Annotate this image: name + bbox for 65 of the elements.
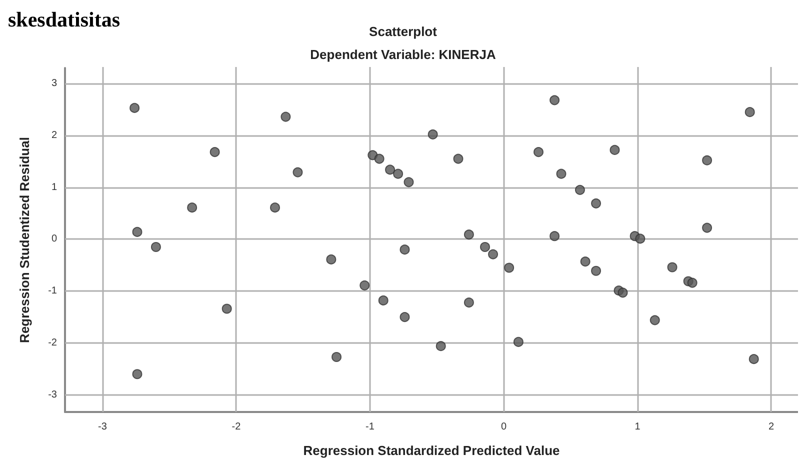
point [150, 242, 161, 252]
y-tick-label: 2 [51, 130, 58, 141]
point [702, 155, 712, 166]
point [610, 144, 620, 155]
point [222, 304, 232, 314]
point [385, 164, 396, 175]
point [132, 226, 142, 237]
x-tick-label: -2 [232, 422, 242, 432]
point [464, 230, 474, 240]
x-tick-label: 2 [768, 422, 774, 432]
point [550, 231, 560, 242]
point [270, 202, 280, 213]
y-tick-label: 3 [51, 78, 58, 90]
point [393, 168, 404, 179]
point [556, 168, 566, 179]
point [504, 262, 514, 273]
y-tick-label: 1 [51, 182, 58, 193]
point [374, 154, 384, 164]
point [513, 336, 524, 347]
point [702, 222, 712, 233]
chart-title: Scatterplot [369, 24, 438, 39]
x-tick-label: -3 [98, 422, 108, 432]
point [550, 95, 560, 106]
point [618, 288, 628, 298]
point [378, 295, 388, 306]
point [534, 147, 544, 158]
point [687, 278, 698, 288]
x-tick-label: 0 [500, 422, 507, 432]
point [400, 244, 410, 255]
point [326, 254, 336, 264]
y-tick-label: 0 [51, 234, 58, 245]
y-tick-label: -3 [48, 389, 58, 400]
x-tick-label: -1 [366, 422, 375, 432]
y-axis-title: Regression Studentized Residual [17, 137, 32, 343]
point [428, 129, 438, 140]
point [280, 112, 291, 122]
text: skesdatisitas [8, 8, 120, 32]
point [667, 262, 678, 272]
point [591, 266, 602, 276]
y-tick-label: -2 [48, 337, 58, 348]
point [360, 280, 370, 290]
point [464, 298, 474, 308]
point [400, 312, 410, 322]
point [210, 147, 220, 158]
point [132, 369, 142, 380]
point [748, 354, 759, 364]
point [580, 256, 590, 267]
point [453, 154, 464, 164]
point [130, 102, 140, 113]
x-axis-title: Regression Standardized Predicted Value [303, 443, 560, 458]
point [480, 242, 490, 252]
point [744, 107, 755, 118]
point [488, 249, 498, 260]
point [404, 177, 414, 188]
point [650, 315, 660, 326]
point [635, 234, 646, 244]
point [332, 352, 342, 362]
chart-subtitle: Dependent Variable: KINERJA [310, 47, 496, 62]
point [574, 184, 585, 195]
y-tick-label: -1 [48, 286, 58, 297]
point [591, 198, 602, 208]
point [187, 202, 198, 213]
point [436, 341, 446, 352]
point [292, 167, 303, 178]
x-tick-label: 1 [634, 422, 641, 432]
